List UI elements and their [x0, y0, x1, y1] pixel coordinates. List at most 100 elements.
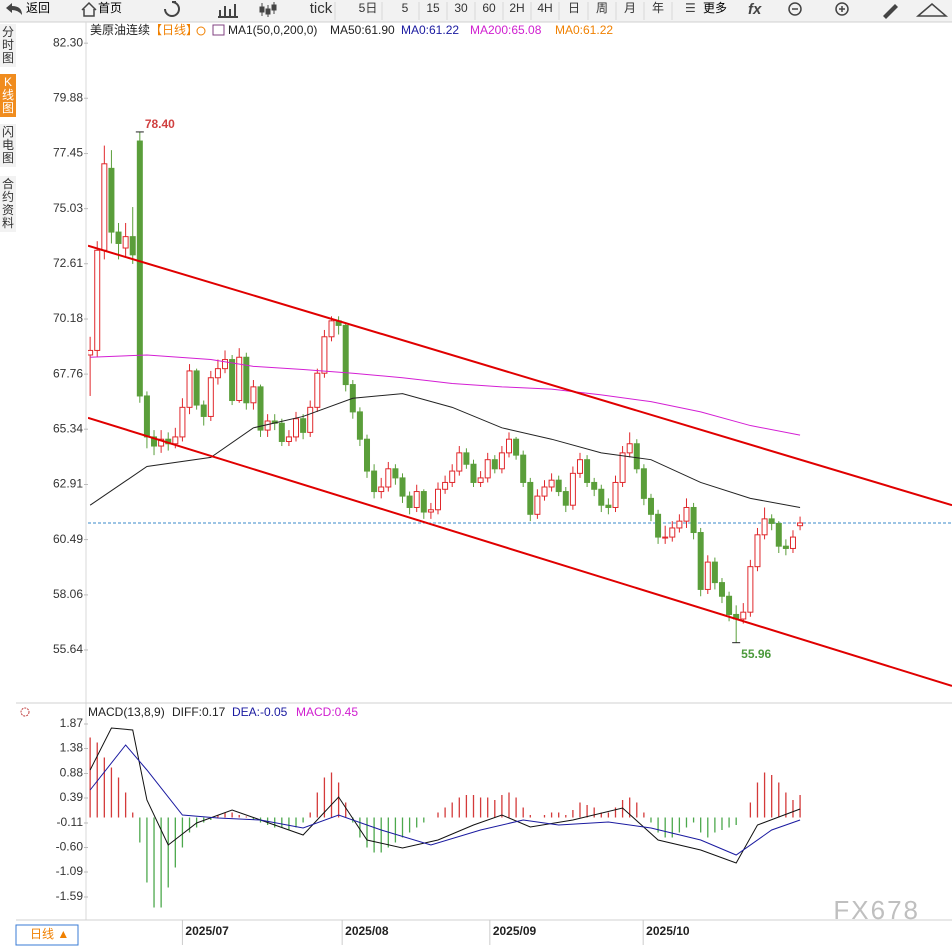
- candle-body: [761, 518, 768, 536]
- x-tick-label: 2025/08: [345, 924, 389, 938]
- candle-body: [676, 520, 683, 529]
- home-icon[interactable]: [81, 1, 97, 17]
- legend-entry: MA0:61.22: [555, 23, 613, 37]
- period-button[interactable]: 日: [568, 1, 580, 15]
- candle-body: [718, 582, 725, 597]
- back-icon[interactable]: [6, 3, 22, 15]
- candle-body: [179, 406, 186, 438]
- formula-button[interactable]: fx: [748, 1, 762, 18]
- y-tick-label: 79.88: [53, 90, 83, 104]
- candle-body: [229, 359, 236, 402]
- candle-body: [626, 443, 633, 454]
- zoom-in-button[interactable]: [835, 2, 849, 16]
- sidebar-tab[interactable]: 合约资料: [0, 176, 16, 232]
- settings-icon[interactable]: [20, 707, 30, 717]
- more-button[interactable]: 更多: [703, 1, 727, 15]
- candle-body: [236, 356, 243, 402]
- sidebar-tab[interactable]: 分时图: [0, 24, 16, 67]
- candle-body: [392, 468, 399, 479]
- menu-icon[interactable]: ☰: [685, 1, 696, 15]
- zoom-out-button[interactable]: [788, 2, 802, 16]
- y-tick-label: 72.61: [53, 256, 83, 270]
- x-tick-label: 2025/07: [185, 924, 229, 938]
- candle-body: [484, 459, 491, 479]
- candle-body: [435, 488, 442, 511]
- footer-tab-label[interactable]: 日线 ▲: [30, 927, 69, 941]
- candle-body: [214, 368, 221, 379]
- period-button[interactable]: 4H: [537, 1, 552, 15]
- legend-entry: MA0:61.22: [401, 23, 459, 37]
- y-tick-label: 82.30: [53, 35, 83, 49]
- indicator-icon[interactable]: [212, 24, 225, 36]
- candle-body: [520, 454, 527, 483]
- x-tick-label: 2025/09: [493, 924, 537, 938]
- period-icon[interactable]: [196, 26, 206, 36]
- ruler-button[interactable]: [915, 3, 949, 17]
- candle-body: [782, 545, 789, 549]
- candle-body: [711, 561, 718, 584]
- period-button[interactable]: 15: [426, 1, 440, 15]
- candle-body: [264, 420, 271, 431]
- legend-entry: MACD:0.45: [296, 705, 358, 719]
- candle-body: [562, 491, 569, 506]
- candle-body: [364, 438, 371, 472]
- candle-body: [356, 411, 363, 440]
- home-button[interactable]: 首页: [98, 1, 122, 15]
- period-button[interactable]: tick: [310, 0, 333, 17]
- y-tick-label: 75.03: [53, 201, 83, 215]
- candle-button[interactable]: [259, 2, 277, 17]
- candle-body: [647, 497, 654, 515]
- period-button[interactable]: 年: [652, 1, 664, 15]
- back-button[interactable]: 返回: [26, 1, 50, 15]
- candle-body: [222, 359, 229, 370]
- period-button[interactable]: 60: [482, 1, 496, 15]
- period-button[interactable]: 2H: [509, 1, 524, 15]
- candle-body: [250, 386, 257, 404]
- price-plot: [88, 131, 952, 687]
- y-tick-label: 77.45: [53, 146, 83, 160]
- period-button[interactable]: 30: [454, 1, 468, 15]
- candle-body: [207, 377, 214, 417]
- candle-body: [569, 472, 576, 506]
- candle-body: [513, 438, 520, 456]
- y-tick-label: 0.39: [60, 790, 84, 804]
- candle-body: [328, 320, 335, 338]
- candle-body: [555, 479, 562, 493]
- candle-body: [314, 372, 321, 408]
- candle-body: [640, 468, 647, 499]
- candle-body: [285, 436, 292, 442]
- period-button[interactable]: 月: [624, 1, 636, 15]
- legend-entry: MA1(50,0,200,0): [228, 23, 317, 37]
- candle-body: [797, 522, 804, 527]
- candle-body: [193, 370, 200, 406]
- bar-chart-button[interactable]: [218, 4, 238, 18]
- footer-tab[interactable]: [15, 924, 79, 946]
- candle-body: [683, 506, 690, 522]
- candle-body: [527, 481, 534, 515]
- legend-entry: MA200:65.08: [470, 23, 542, 37]
- draw-button[interactable]: [883, 4, 898, 19]
- candle-body: [143, 395, 150, 438]
- candle-body: [378, 486, 385, 493]
- candle-body: [633, 443, 640, 470]
- refresh-button[interactable]: [164, 1, 180, 17]
- candle-body: [463, 452, 470, 465]
- candle-body: [186, 370, 193, 408]
- candle-body: [115, 231, 122, 244]
- zoom-in-plus: [839, 6, 845, 12]
- legend-entry: DIFF:0.17: [172, 705, 226, 719]
- watermark: FX678: [833, 895, 920, 925]
- candle-body: [491, 459, 498, 470]
- ma-line: [90, 354, 801, 436]
- y-tick-label: 1.87: [60, 716, 84, 730]
- sidebar-tab[interactable]: 闪电图: [0, 124, 16, 167]
- period-button[interactable]: 周: [596, 1, 608, 15]
- period-button[interactable]: 5日: [359, 1, 378, 15]
- sidebar-tab[interactable]: K线图: [0, 74, 16, 117]
- period-button[interactable]: 5: [402, 1, 409, 15]
- candle-body: [704, 561, 711, 590]
- candle-body: [576, 459, 583, 474]
- candle-body: [371, 470, 378, 493]
- y-tick-label: 58.06: [53, 587, 83, 601]
